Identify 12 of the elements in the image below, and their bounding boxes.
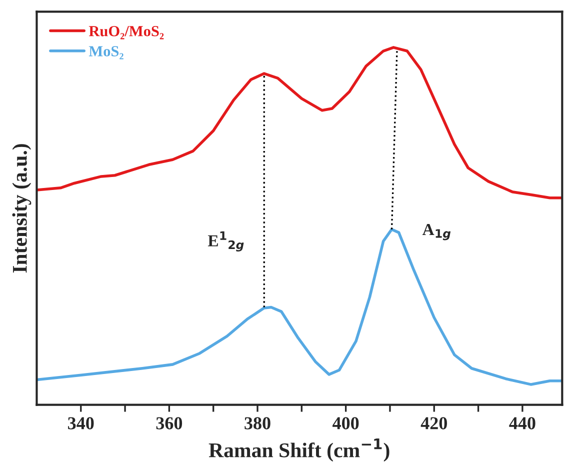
x-tick-label: 380 <box>244 417 270 430</box>
x-tick-label: 440 <box>509 417 536 430</box>
annotation: A$_{1g}$ <box>422 224 451 240</box>
legend-label: MoS₂ <box>88 46 124 60</box>
annotation: E$^{1}$$_{2g}$ <box>208 231 244 252</box>
x-tick-label: 360 <box>156 417 182 430</box>
x-tick-label: 400 <box>332 417 359 430</box>
x-tick-label: 340 <box>68 417 94 430</box>
x-tick-label: 420 <box>420 417 447 430</box>
y-axis-title: Intensity (a.u.) <box>12 144 32 273</box>
x-axis-title: Raman Shift (cm$^{−1}$) <box>208 438 390 462</box>
legend-label: RuO₂/MoS₂ <box>88 26 164 40</box>
